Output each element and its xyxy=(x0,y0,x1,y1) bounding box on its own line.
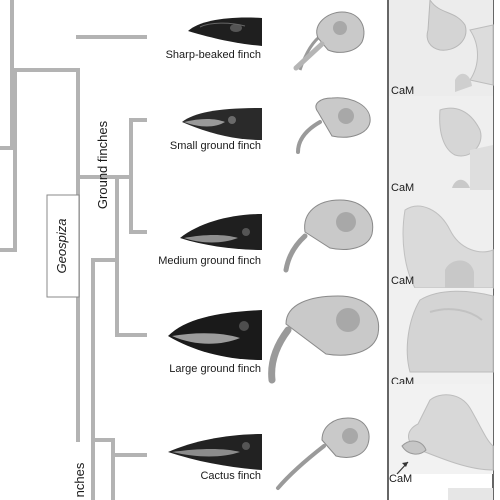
stain-image xyxy=(389,0,494,96)
skull-drawing xyxy=(296,97,371,154)
beak-photo xyxy=(168,434,262,470)
tree-medium-large-node xyxy=(115,258,147,337)
clade-label-ground-finches: Ground finches xyxy=(95,120,110,209)
species-row-sharp-beaked: Sharp-beaked finch CaM xyxy=(166,0,494,97)
stain-arrowhead xyxy=(402,462,408,467)
species-name: Cactus finch xyxy=(200,470,261,482)
tree-cactus-branch xyxy=(91,438,147,457)
tree-small-ground-branch xyxy=(115,118,147,179)
phylogenetic-tree xyxy=(0,0,147,500)
species-name: Small ground finch xyxy=(170,140,261,152)
beak-photo xyxy=(182,108,262,140)
beak-photo xyxy=(168,310,262,360)
beak-photo xyxy=(188,17,262,46)
cam-label: CaM xyxy=(391,275,414,287)
species-name: Large ground finch xyxy=(169,363,261,375)
species-row-cactus: Cactus finch CaM xyxy=(168,384,494,500)
skull-drawing xyxy=(276,417,370,490)
tree-root-branch xyxy=(0,0,14,150)
stain-image xyxy=(389,192,494,289)
species-row-medium-ground: Medium ground finch CaM xyxy=(158,192,494,289)
species-row-large-ground: Large ground finch CaM xyxy=(168,288,494,388)
stain-image xyxy=(389,288,494,384)
stain-image xyxy=(389,384,494,474)
skull-drawing xyxy=(268,295,380,384)
skull-drawing xyxy=(293,11,365,71)
genus-label-box: Geospiza xyxy=(46,194,80,298)
cam-label: CaM xyxy=(391,182,414,194)
tree-small-ground-branch-b xyxy=(129,175,147,234)
cam-label: CaM xyxy=(391,85,414,97)
skull-drawing xyxy=(283,199,374,273)
species-name: Medium ground finch xyxy=(158,255,261,267)
species-row-small-ground: Small ground finch CaM xyxy=(170,96,493,194)
beak-photo xyxy=(180,214,262,250)
species-name: Sharp-beaked finch xyxy=(166,49,261,61)
cam-label: CaM xyxy=(389,473,412,485)
clade-label-partial: nches xyxy=(72,462,87,497)
stain-image xyxy=(389,96,493,192)
tree-geospiza-branch xyxy=(0,68,80,442)
stain-image-next xyxy=(448,488,493,500)
genus-label: Geospiza xyxy=(54,219,69,274)
